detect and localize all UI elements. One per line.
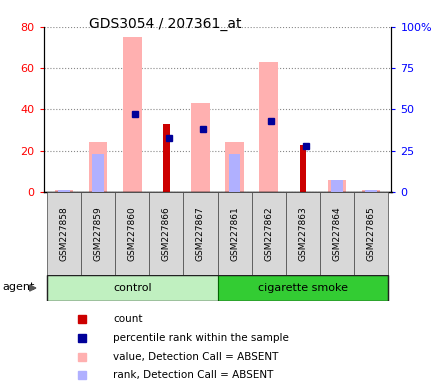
Text: agent: agent <box>2 281 34 292</box>
Bar <box>191 103 209 192</box>
Text: GSM227864: GSM227864 <box>332 206 341 261</box>
Text: GSM227859: GSM227859 <box>93 206 102 261</box>
Bar <box>327 180 345 192</box>
Bar <box>47 192 81 275</box>
Text: GDS3054 / 207361_at: GDS3054 / 207361_at <box>89 17 241 31</box>
Bar <box>47 275 217 301</box>
Bar <box>115 192 149 275</box>
Bar <box>319 192 353 275</box>
Text: GSM227865: GSM227865 <box>366 206 375 261</box>
Bar <box>353 192 387 275</box>
Bar <box>285 192 319 275</box>
Bar <box>149 192 183 275</box>
Bar <box>217 275 387 301</box>
Bar <box>299 144 306 192</box>
Bar <box>81 192 115 275</box>
Text: GSM227858: GSM227858 <box>59 206 68 261</box>
Bar <box>54 190 73 192</box>
Bar <box>217 192 251 275</box>
Bar <box>122 37 141 192</box>
Text: value, Detection Call = ABSENT: value, Detection Call = ABSENT <box>113 352 278 362</box>
Text: GSM227862: GSM227862 <box>263 206 273 261</box>
Bar <box>163 124 169 192</box>
Text: GSM227863: GSM227863 <box>298 206 306 261</box>
Text: percentile rank within the sample: percentile rank within the sample <box>113 333 288 343</box>
Bar <box>92 154 103 192</box>
Bar <box>58 190 69 192</box>
Bar <box>251 192 285 275</box>
Text: GSM227861: GSM227861 <box>230 206 239 261</box>
Text: cigarette smoke: cigarette smoke <box>257 283 347 293</box>
Bar <box>361 190 380 192</box>
Bar <box>225 142 243 192</box>
Text: rank, Detection Call = ABSENT: rank, Detection Call = ABSENT <box>113 370 273 380</box>
Text: count: count <box>113 314 142 324</box>
Text: GSM227867: GSM227867 <box>195 206 204 261</box>
Bar <box>183 192 217 275</box>
Bar <box>259 62 277 192</box>
Bar <box>89 142 107 192</box>
Bar <box>331 180 342 192</box>
Text: GSM227866: GSM227866 <box>161 206 171 261</box>
Text: GSM227860: GSM227860 <box>128 206 136 261</box>
Bar <box>365 190 376 192</box>
Bar <box>228 154 240 192</box>
Text: control: control <box>113 283 151 293</box>
